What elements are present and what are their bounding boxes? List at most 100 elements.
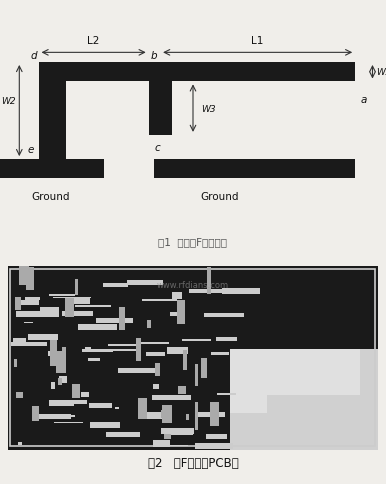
FancyBboxPatch shape: [204, 313, 244, 318]
FancyBboxPatch shape: [40, 308, 59, 315]
Text: www.rfdians.com: www.rfdians.com: [157, 281, 229, 290]
FancyBboxPatch shape: [127, 280, 163, 286]
FancyBboxPatch shape: [62, 347, 66, 363]
FancyBboxPatch shape: [54, 423, 83, 424]
FancyBboxPatch shape: [88, 358, 100, 361]
FancyBboxPatch shape: [167, 431, 193, 435]
FancyBboxPatch shape: [169, 445, 188, 446]
FancyBboxPatch shape: [147, 321, 151, 328]
FancyBboxPatch shape: [8, 266, 378, 450]
FancyBboxPatch shape: [90, 422, 120, 428]
FancyBboxPatch shape: [82, 349, 113, 352]
FancyBboxPatch shape: [217, 393, 237, 395]
FancyBboxPatch shape: [81, 393, 89, 397]
FancyBboxPatch shape: [65, 298, 90, 304]
FancyBboxPatch shape: [206, 435, 227, 439]
FancyBboxPatch shape: [139, 398, 147, 420]
FancyBboxPatch shape: [32, 407, 39, 421]
Text: b: b: [151, 50, 157, 60]
FancyBboxPatch shape: [25, 297, 40, 300]
FancyBboxPatch shape: [195, 364, 198, 386]
FancyBboxPatch shape: [182, 339, 211, 341]
FancyBboxPatch shape: [168, 348, 188, 354]
FancyBboxPatch shape: [75, 279, 78, 295]
Text: W1: W1: [376, 68, 386, 77]
FancyBboxPatch shape: [48, 351, 53, 356]
Polygon shape: [230, 349, 360, 413]
FancyBboxPatch shape: [141, 412, 163, 419]
FancyBboxPatch shape: [85, 348, 91, 351]
Text: e: e: [27, 145, 34, 155]
FancyBboxPatch shape: [119, 307, 125, 331]
FancyBboxPatch shape: [161, 428, 194, 434]
FancyBboxPatch shape: [201, 358, 207, 378]
FancyBboxPatch shape: [65, 298, 74, 318]
FancyBboxPatch shape: [14, 338, 26, 342]
FancyBboxPatch shape: [153, 439, 170, 447]
FancyBboxPatch shape: [58, 378, 62, 385]
FancyBboxPatch shape: [177, 300, 185, 324]
FancyBboxPatch shape: [162, 405, 172, 423]
FancyBboxPatch shape: [108, 344, 137, 346]
FancyBboxPatch shape: [39, 63, 355, 82]
Text: a: a: [360, 94, 367, 105]
FancyBboxPatch shape: [115, 407, 119, 409]
Text: 图1  传统倒F型天线图: 图1 传统倒F型天线图: [159, 237, 227, 247]
FancyBboxPatch shape: [119, 368, 159, 373]
FancyBboxPatch shape: [51, 383, 55, 389]
FancyBboxPatch shape: [186, 414, 189, 421]
FancyBboxPatch shape: [111, 349, 141, 352]
FancyBboxPatch shape: [16, 393, 24, 398]
FancyBboxPatch shape: [216, 337, 237, 341]
FancyBboxPatch shape: [210, 402, 218, 425]
Text: L2: L2: [87, 36, 100, 46]
FancyBboxPatch shape: [103, 284, 128, 288]
Text: c: c: [154, 143, 160, 153]
Text: W3: W3: [201, 105, 215, 113]
FancyBboxPatch shape: [89, 403, 112, 408]
FancyBboxPatch shape: [78, 324, 117, 331]
FancyBboxPatch shape: [164, 435, 171, 439]
FancyBboxPatch shape: [11, 342, 47, 346]
FancyBboxPatch shape: [146, 352, 165, 356]
FancyBboxPatch shape: [72, 384, 80, 398]
FancyBboxPatch shape: [155, 363, 160, 377]
FancyBboxPatch shape: [142, 299, 178, 302]
Text: 图2   倒F型天线PCB图: 图2 倒F型天线PCB图: [147, 456, 239, 469]
FancyBboxPatch shape: [106, 432, 141, 437]
FancyBboxPatch shape: [230, 349, 378, 450]
FancyBboxPatch shape: [19, 260, 29, 286]
FancyBboxPatch shape: [154, 160, 355, 179]
FancyBboxPatch shape: [138, 343, 169, 345]
FancyBboxPatch shape: [152, 395, 191, 400]
Text: Ground: Ground: [201, 191, 239, 201]
FancyBboxPatch shape: [50, 341, 56, 366]
FancyBboxPatch shape: [169, 312, 179, 316]
FancyBboxPatch shape: [75, 305, 111, 307]
FancyBboxPatch shape: [152, 384, 159, 389]
FancyBboxPatch shape: [207, 267, 212, 294]
FancyBboxPatch shape: [56, 415, 75, 417]
FancyBboxPatch shape: [56, 351, 66, 373]
FancyBboxPatch shape: [0, 160, 104, 179]
FancyBboxPatch shape: [190, 289, 230, 294]
FancyBboxPatch shape: [16, 301, 39, 305]
Text: Ground: Ground: [31, 191, 69, 201]
FancyBboxPatch shape: [15, 297, 21, 310]
FancyBboxPatch shape: [16, 311, 59, 318]
FancyBboxPatch shape: [54, 297, 91, 299]
FancyBboxPatch shape: [195, 443, 233, 449]
FancyBboxPatch shape: [197, 412, 225, 418]
FancyBboxPatch shape: [26, 268, 34, 290]
Text: W2: W2: [1, 97, 15, 106]
FancyBboxPatch shape: [212, 352, 229, 355]
FancyBboxPatch shape: [35, 415, 71, 420]
FancyBboxPatch shape: [49, 400, 74, 406]
FancyBboxPatch shape: [230, 349, 378, 450]
FancyBboxPatch shape: [96, 318, 133, 324]
FancyBboxPatch shape: [62, 311, 93, 317]
FancyBboxPatch shape: [136, 339, 141, 362]
FancyBboxPatch shape: [161, 409, 171, 419]
FancyBboxPatch shape: [59, 377, 67, 383]
FancyBboxPatch shape: [222, 289, 260, 295]
